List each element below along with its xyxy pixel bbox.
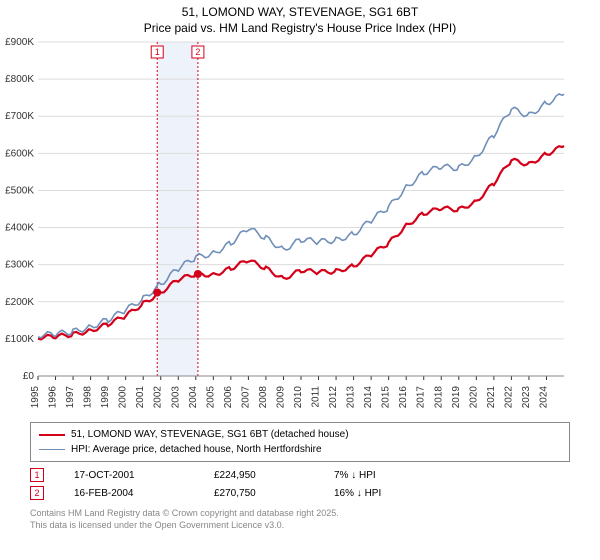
event-price: £270,750 bbox=[214, 488, 304, 499]
legend-swatch bbox=[39, 434, 65, 436]
svg-text:2014: 2014 bbox=[363, 386, 374, 409]
svg-text:1: 1 bbox=[155, 47, 160, 57]
svg-text:1997: 1997 bbox=[65, 386, 76, 409]
events-table: 1 17-OCT-2001 £224,950 7% ↓ HPI 2 16-FEB-2004… bbox=[30, 466, 570, 502]
footer-line-1: Contains HM Land Registry data © Crown c… bbox=[30, 508, 570, 520]
chart-title: 51, LOMOND WAY, STEVENAGE, SG1 6BT Price… bbox=[0, 0, 600, 36]
svg-text:2022: 2022 bbox=[503, 386, 514, 409]
svg-text:£500K: £500K bbox=[5, 186, 34, 197]
svg-text:2000: 2000 bbox=[118, 386, 129, 409]
svg-text:2012: 2012 bbox=[328, 386, 339, 409]
title-line-2: Price paid vs. HM Land Registry's House … bbox=[0, 20, 600, 36]
event-date: 16-FEB-2004 bbox=[74, 488, 184, 499]
svg-text:2018: 2018 bbox=[433, 386, 444, 409]
svg-text:1995: 1995 bbox=[30, 386, 41, 409]
event-delta: 7% ↓ HPI bbox=[334, 470, 376, 481]
svg-text:2009: 2009 bbox=[275, 386, 286, 409]
svg-text:2: 2 bbox=[195, 47, 200, 57]
legend-box: 51, LOMOND WAY, STEVENAGE, SG1 6BT (deta… bbox=[30, 422, 570, 462]
svg-text:1999: 1999 bbox=[100, 386, 111, 409]
svg-text:£400K: £400K bbox=[5, 223, 34, 234]
event-price: £224,950 bbox=[214, 470, 304, 481]
svg-text:2020: 2020 bbox=[468, 386, 479, 409]
svg-text:£600K: £600K bbox=[5, 149, 34, 160]
legend-row: 51, LOMOND WAY, STEVENAGE, SG1 6BT (deta… bbox=[39, 427, 561, 442]
event-number-box: 1 bbox=[30, 468, 44, 482]
svg-text:2017: 2017 bbox=[416, 386, 427, 409]
svg-text:2015: 2015 bbox=[381, 386, 392, 409]
event-row: 1 17-OCT-2001 £224,950 7% ↓ HPI bbox=[30, 466, 570, 484]
svg-text:2013: 2013 bbox=[346, 386, 357, 409]
event-delta: 16% ↓ HPI bbox=[334, 488, 381, 499]
svg-text:2023: 2023 bbox=[521, 386, 532, 409]
svg-text:2003: 2003 bbox=[170, 386, 181, 409]
svg-text:2021: 2021 bbox=[486, 386, 497, 409]
legend-row: HPI: Average price, detached house, Nort… bbox=[39, 442, 561, 457]
svg-text:2010: 2010 bbox=[293, 386, 304, 409]
legend-label: HPI: Average price, detached house, Nort… bbox=[71, 442, 322, 457]
footer-line-2: This data is licensed under the Open Gov… bbox=[30, 520, 570, 532]
svg-text:£300K: £300K bbox=[5, 260, 34, 271]
svg-text:2004: 2004 bbox=[188, 386, 199, 409]
event-date: 17-OCT-2001 bbox=[74, 470, 184, 481]
svg-text:£900K: £900K bbox=[5, 37, 34, 48]
svg-text:2006: 2006 bbox=[223, 386, 234, 409]
svg-text:2002: 2002 bbox=[153, 386, 164, 409]
legend-swatch bbox=[39, 449, 65, 450]
svg-text:2005: 2005 bbox=[205, 386, 216, 409]
event-number-box: 2 bbox=[30, 486, 44, 500]
svg-text:2016: 2016 bbox=[398, 386, 409, 409]
svg-text:2007: 2007 bbox=[240, 386, 251, 409]
svg-text:1998: 1998 bbox=[83, 386, 94, 409]
svg-text:2001: 2001 bbox=[135, 386, 146, 409]
footer: Contains HM Land Registry data © Crown c… bbox=[30, 508, 570, 531]
event-row: 2 16-FEB-2004 £270,750 16% ↓ HPI bbox=[30, 484, 570, 502]
svg-text:2008: 2008 bbox=[258, 386, 269, 409]
legend-label: 51, LOMOND WAY, STEVENAGE, SG1 6BT (deta… bbox=[71, 427, 349, 442]
chart-area: £0 £100K £200K £300K £400K £500K £600K £700K £80… bbox=[0, 36, 570, 416]
title-line-1: 51, LOMOND WAY, STEVENAGE, SG1 6BT bbox=[0, 4, 600, 20]
svg-text:£0: £0 bbox=[23, 371, 35, 382]
svg-text:1996: 1996 bbox=[48, 386, 59, 409]
svg-text:£200K: £200K bbox=[5, 297, 34, 308]
svg-text:2011: 2011 bbox=[311, 386, 322, 408]
svg-text:£700K: £700K bbox=[5, 112, 34, 123]
svg-text:2019: 2019 bbox=[451, 386, 462, 409]
svg-text:£100K: £100K bbox=[5, 334, 34, 345]
svg-text:£800K: £800K bbox=[5, 74, 34, 85]
svg-text:2024: 2024 bbox=[538, 386, 549, 409]
